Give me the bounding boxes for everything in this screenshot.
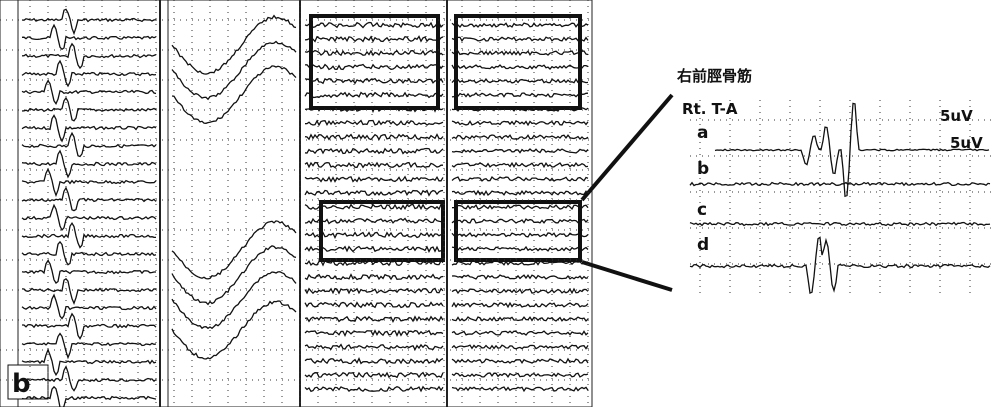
trace-label: b — [697, 159, 709, 179]
trace-label: d — [697, 235, 709, 255]
callout-line — [582, 95, 672, 200]
trace — [690, 237, 990, 293]
side-label: Rt. T-A — [682, 100, 738, 118]
trace — [690, 223, 990, 226]
trace — [690, 183, 990, 186]
callout-line — [582, 262, 672, 290]
muscle-label: 右前脛骨筋 — [677, 67, 752, 85]
trace-label: c — [697, 200, 707, 220]
panel-label: b — [12, 369, 31, 399]
trace-label: a — [697, 123, 708, 143]
figure: b 右前脛骨筋 Rt. T-A a b c d 5uV 5uV — [0, 0, 995, 407]
scale-label: 5uV — [940, 107, 973, 125]
